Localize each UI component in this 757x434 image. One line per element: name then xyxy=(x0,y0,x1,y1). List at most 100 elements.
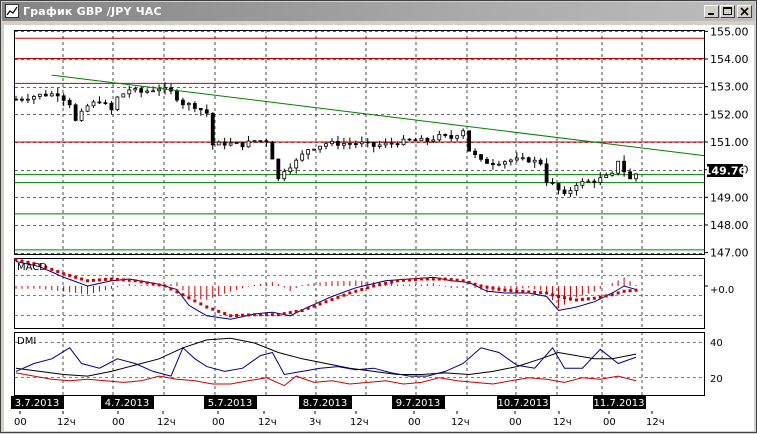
price-bar-body xyxy=(288,167,293,173)
macd-signal-point xyxy=(50,267,54,271)
macd-signal-point xyxy=(419,277,423,281)
price-bar-body xyxy=(294,159,299,169)
date-label: 10.7.2013 xyxy=(498,398,549,409)
macd-signal-point xyxy=(109,277,113,281)
price-bar-body xyxy=(383,142,388,146)
macd-signal-point xyxy=(199,302,203,306)
price-bar-body xyxy=(55,93,60,97)
chart-svg: 155.00154.00153.00152.00151.00150.00149.… xyxy=(11,25,749,428)
macd-signal-point xyxy=(294,310,298,314)
price-bar-body xyxy=(443,134,448,136)
macd-signal-point xyxy=(306,306,310,310)
maximize-icon xyxy=(723,7,732,15)
price-series xyxy=(14,82,638,198)
price-bar-body xyxy=(151,90,156,93)
price-bar-body xyxy=(419,137,424,141)
price-tick-label: 147.00 xyxy=(710,247,749,260)
price-bar-body xyxy=(91,101,96,107)
price-bar-body xyxy=(622,160,627,173)
price-bar-body xyxy=(574,184,579,191)
hour-label: 00 xyxy=(408,417,421,428)
macd-signal-point xyxy=(449,278,453,282)
macd-signal-point xyxy=(205,305,209,309)
price-bar-body xyxy=(580,180,585,186)
macd-signal-point xyxy=(157,283,161,287)
price-bar-body xyxy=(568,190,573,195)
price-bar-body xyxy=(485,158,489,164)
macd-signal-point xyxy=(169,287,173,291)
level-lines xyxy=(15,37,704,251)
macd-signal-point xyxy=(384,281,388,285)
macd-signal-point xyxy=(378,283,382,287)
macd-signal-point xyxy=(425,277,429,281)
minimize-icon xyxy=(708,13,714,15)
macd-signal-point xyxy=(235,313,239,317)
macd-signal-point xyxy=(461,279,465,283)
macd-signal-point xyxy=(515,289,519,293)
dmi-tick-40: 40 xyxy=(710,338,723,349)
macd-signal-point xyxy=(396,279,400,283)
macd-signal-point xyxy=(443,277,447,281)
macd-signal-point xyxy=(342,293,346,297)
price-bar-body xyxy=(377,144,382,147)
macd-signal-point xyxy=(598,295,602,299)
maximize-button[interactable] xyxy=(720,5,735,18)
minus-di-line xyxy=(15,372,637,387)
macd-signal-point xyxy=(473,282,477,286)
price-bar-body xyxy=(473,150,477,156)
title-bar[interactable]: График GBP /JPY ЧАС xyxy=(2,2,755,21)
price-bar-body xyxy=(407,138,412,141)
price-bar-body xyxy=(550,182,555,184)
price-bar-body xyxy=(121,93,126,98)
price-bar-body xyxy=(210,112,215,146)
macd-signal-point xyxy=(628,289,632,293)
price-bar-body xyxy=(324,143,328,147)
macd-signal-point xyxy=(258,313,262,317)
price-bar-body xyxy=(198,108,203,111)
price-bar-body xyxy=(79,110,84,121)
price-bar-body xyxy=(276,158,281,180)
price-bar-body xyxy=(14,98,18,101)
price-bar-body xyxy=(628,171,632,180)
price-bar-body xyxy=(306,149,311,155)
chart-area[interactable]: 155.00154.00153.00152.00151.00150.00149.… xyxy=(4,25,754,431)
plus-di-line xyxy=(15,346,637,377)
minimize-button[interactable] xyxy=(704,5,719,18)
price-bar-body xyxy=(491,163,495,165)
macd-signal-point xyxy=(568,297,572,301)
window-title: График GBP /JPY ЧАС xyxy=(23,5,162,18)
macd-signal-point xyxy=(127,278,131,282)
price-bar-body xyxy=(353,143,358,145)
macd-signal-point xyxy=(68,274,72,277)
macd-signal-point xyxy=(562,296,566,300)
price-tick-label: 148.00 xyxy=(710,219,749,232)
price-tick-label: 149.00 xyxy=(710,191,749,204)
macd-signal-point xyxy=(539,291,543,295)
date-label: 11.7.2013 xyxy=(594,398,645,409)
macd-signal-point xyxy=(533,290,537,294)
dmi-label: DMI xyxy=(17,336,36,347)
price-bar-body xyxy=(175,90,179,101)
price-bar-body xyxy=(264,140,269,143)
date-label: 4.7.2013 xyxy=(105,398,150,409)
price-bar-body xyxy=(401,138,406,146)
price-bar-body xyxy=(204,109,209,114)
price-bar-body xyxy=(300,153,305,161)
price-bar-body xyxy=(604,174,609,179)
price-bar-body xyxy=(497,163,501,166)
macd-signal-point xyxy=(26,260,30,264)
close-button[interactable] xyxy=(737,5,752,18)
macd-signal-point xyxy=(354,289,358,293)
price-bar-body xyxy=(532,159,537,163)
date-label: 5.7.2013 xyxy=(208,398,253,409)
macd-signal-point xyxy=(247,313,251,317)
date-label-box xyxy=(11,396,64,409)
price-bar-body xyxy=(157,88,161,92)
price-bar-body xyxy=(449,135,454,139)
macd-signal-point xyxy=(545,291,549,295)
price-bar-body xyxy=(520,157,525,160)
macd-signal-point xyxy=(300,309,304,312)
price-bar-body xyxy=(395,143,400,146)
price-bar-body xyxy=(282,171,287,180)
